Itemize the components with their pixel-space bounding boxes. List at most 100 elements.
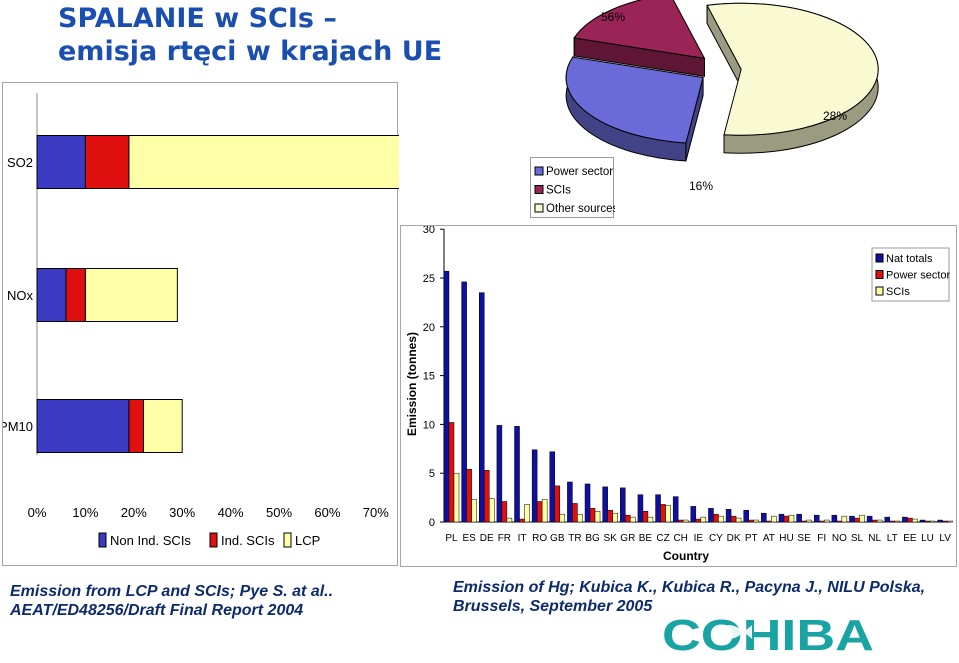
y-tick-label: 30 bbox=[423, 226, 435, 236]
pie-legend-swatch-0 bbox=[534, 166, 544, 176]
bar-nox-ind-scis bbox=[65, 268, 86, 322]
x-tick-label-fr: FR bbox=[498, 533, 511, 544]
bar-ro-scis bbox=[541, 499, 548, 523]
bar-ie-scis bbox=[700, 516, 707, 523]
bar-lt-nat-totals bbox=[884, 516, 890, 523]
bar-hu-nat-totals bbox=[778, 513, 785, 523]
pie-slice-scis bbox=[573, 0, 706, 59]
caption-right: Emission of Hg; Kubica K., Kubica R., Pa… bbox=[453, 578, 925, 616]
x-tick-label-it: IT bbox=[518, 533, 527, 544]
bar-ie-power-sector bbox=[695, 518, 702, 523]
bar-so2-ind-scis bbox=[84, 135, 130, 189]
bar-ch-scis bbox=[682, 519, 689, 523]
legend-swatch-1 bbox=[209, 532, 218, 548]
bar-nl-nat-totals bbox=[866, 515, 873, 523]
bar-pl-scis bbox=[453, 472, 460, 523]
bar-gr-nat-totals bbox=[620, 487, 626, 523]
bar-bg-power-sector bbox=[589, 508, 596, 523]
bar-cy-power-sector bbox=[713, 513, 719, 523]
bar-no-scis bbox=[841, 515, 848, 523]
x-tick-label: 70% bbox=[363, 505, 389, 520]
bar-fr-scis bbox=[506, 517, 513, 523]
bar-lv-power-sector bbox=[942, 520, 948, 523]
bar-it-nat-totals bbox=[514, 426, 520, 523]
bar-be-nat-totals bbox=[637, 494, 644, 523]
bar-cz-scis bbox=[665, 505, 671, 523]
bar-de-power-sector bbox=[484, 470, 490, 523]
bar-tr-power-sector bbox=[572, 503, 578, 523]
bar-fi-scis bbox=[823, 519, 830, 523]
x-tick-label-pl: PL bbox=[445, 533, 458, 544]
bar-legend-swatch-0 bbox=[875, 253, 884, 263]
y-tick-label: 25 bbox=[423, 273, 435, 285]
bar-bg-nat-totals bbox=[584, 483, 591, 523]
pie-value-label-1: 16% bbox=[689, 179, 713, 193]
bar-gr-scis bbox=[630, 516, 636, 523]
category-label-nox: NOx bbox=[7, 288, 34, 303]
pie-value-label-2: 56% bbox=[601, 10, 625, 24]
caption-left-line-1: Emission from LCP and SCIs; Pye S. at al… bbox=[10, 583, 334, 600]
bar-pt-scis bbox=[753, 519, 759, 523]
bar-nox-lcp bbox=[84, 268, 178, 322]
category-label-so2: SO2 bbox=[7, 155, 33, 170]
x-tick-label: 30% bbox=[169, 505, 195, 520]
bar-hu-power-sector bbox=[783, 515, 790, 523]
bar-be-power-sector bbox=[642, 511, 649, 523]
logo-text: COHIBA bbox=[662, 611, 874, 656]
bar-gr-power-sector bbox=[625, 514, 631, 523]
pie-slice-other-sources bbox=[706, 2, 879, 136]
x-tick-label-es: ES bbox=[462, 533, 476, 544]
y-tick-label: 15 bbox=[423, 371, 435, 383]
bar-se-nat-totals bbox=[796, 513, 802, 523]
bar-lt-power-sector bbox=[889, 520, 895, 523]
bar-pt-nat-totals bbox=[743, 510, 749, 523]
bar-ch-nat-totals bbox=[672, 496, 679, 523]
bar-cz-nat-totals bbox=[655, 494, 661, 523]
bar-ie-nat-totals bbox=[690, 506, 697, 523]
y-tick-label: 0 bbox=[429, 517, 435, 529]
legend-label-2: LCP bbox=[295, 533, 320, 548]
bar-bg-scis bbox=[594, 511, 601, 523]
legend-label-0: Non Ind. SCIs bbox=[110, 533, 191, 548]
pie-chart: 28% 16% 56% bbox=[565, 0, 879, 193]
bar-ro-nat-totals bbox=[531, 449, 538, 523]
bar-pl-nat-totals bbox=[443, 270, 450, 523]
bar-cy-nat-totals bbox=[708, 508, 714, 523]
x-tick-label-sl: SL bbox=[851, 533, 864, 544]
caption-left: Emission from LCP and SCIs; Pye S. at al… bbox=[10, 582, 333, 620]
x-tick-label-sk: SK bbox=[603, 533, 617, 544]
bar-tr-scis bbox=[577, 513, 583, 523]
bar-cz-power-sector bbox=[660, 504, 666, 523]
bar-es-nat-totals bbox=[461, 281, 467, 523]
bar-se-scis bbox=[806, 519, 812, 523]
x-tick-label: 0% bbox=[28, 505, 47, 520]
x-tick-label-lt: LT bbox=[887, 533, 898, 544]
pie-slice-power-sector bbox=[565, 56, 704, 144]
bar-pt-power-sector bbox=[748, 519, 754, 523]
x-tick-label-cy: CY bbox=[709, 533, 723, 544]
bar-legend-swatch-1 bbox=[875, 270, 884, 279]
bar-nl-scis bbox=[876, 519, 883, 523]
bar-legend-swatch-2 bbox=[875, 286, 884, 296]
stacked-bar-chart: SO2 NOx PM10 0% 10% 20% 30% 40% 50% 60% 70% Non Ind… bbox=[3, 93, 399, 548]
bar-gb-nat-totals bbox=[549, 451, 556, 523]
x-tick-label-tr: TR bbox=[568, 533, 581, 544]
bar-ee-power-sector bbox=[907, 517, 913, 523]
bar-dk-power-sector bbox=[730, 515, 737, 523]
x-tick-label-ee: EE bbox=[903, 533, 917, 544]
bar-sk-power-sector bbox=[607, 510, 613, 523]
legend-label-1: Ind. SCIs bbox=[221, 533, 275, 548]
x-tick-label: 50% bbox=[266, 505, 292, 520]
pie-value-label-0: 28% bbox=[823, 109, 847, 123]
bar-dk-scis bbox=[735, 517, 742, 523]
bar-sl-nat-totals bbox=[849, 515, 855, 523]
fish-icon bbox=[716, 625, 752, 639]
bar-pm10-ind-scis bbox=[128, 399, 144, 453]
x-tick-label-lu: LU bbox=[921, 533, 934, 544]
x-tick-label: 20% bbox=[121, 505, 147, 520]
bar-cy-scis bbox=[718, 515, 724, 523]
x-tick-label-gr: GR bbox=[620, 533, 635, 544]
pie-legend-swatch-1 bbox=[534, 185, 544, 194]
pie-legend-label-0: Power sector bbox=[546, 166, 613, 178]
cohiba-logo: COHIBA bbox=[662, 611, 874, 656]
